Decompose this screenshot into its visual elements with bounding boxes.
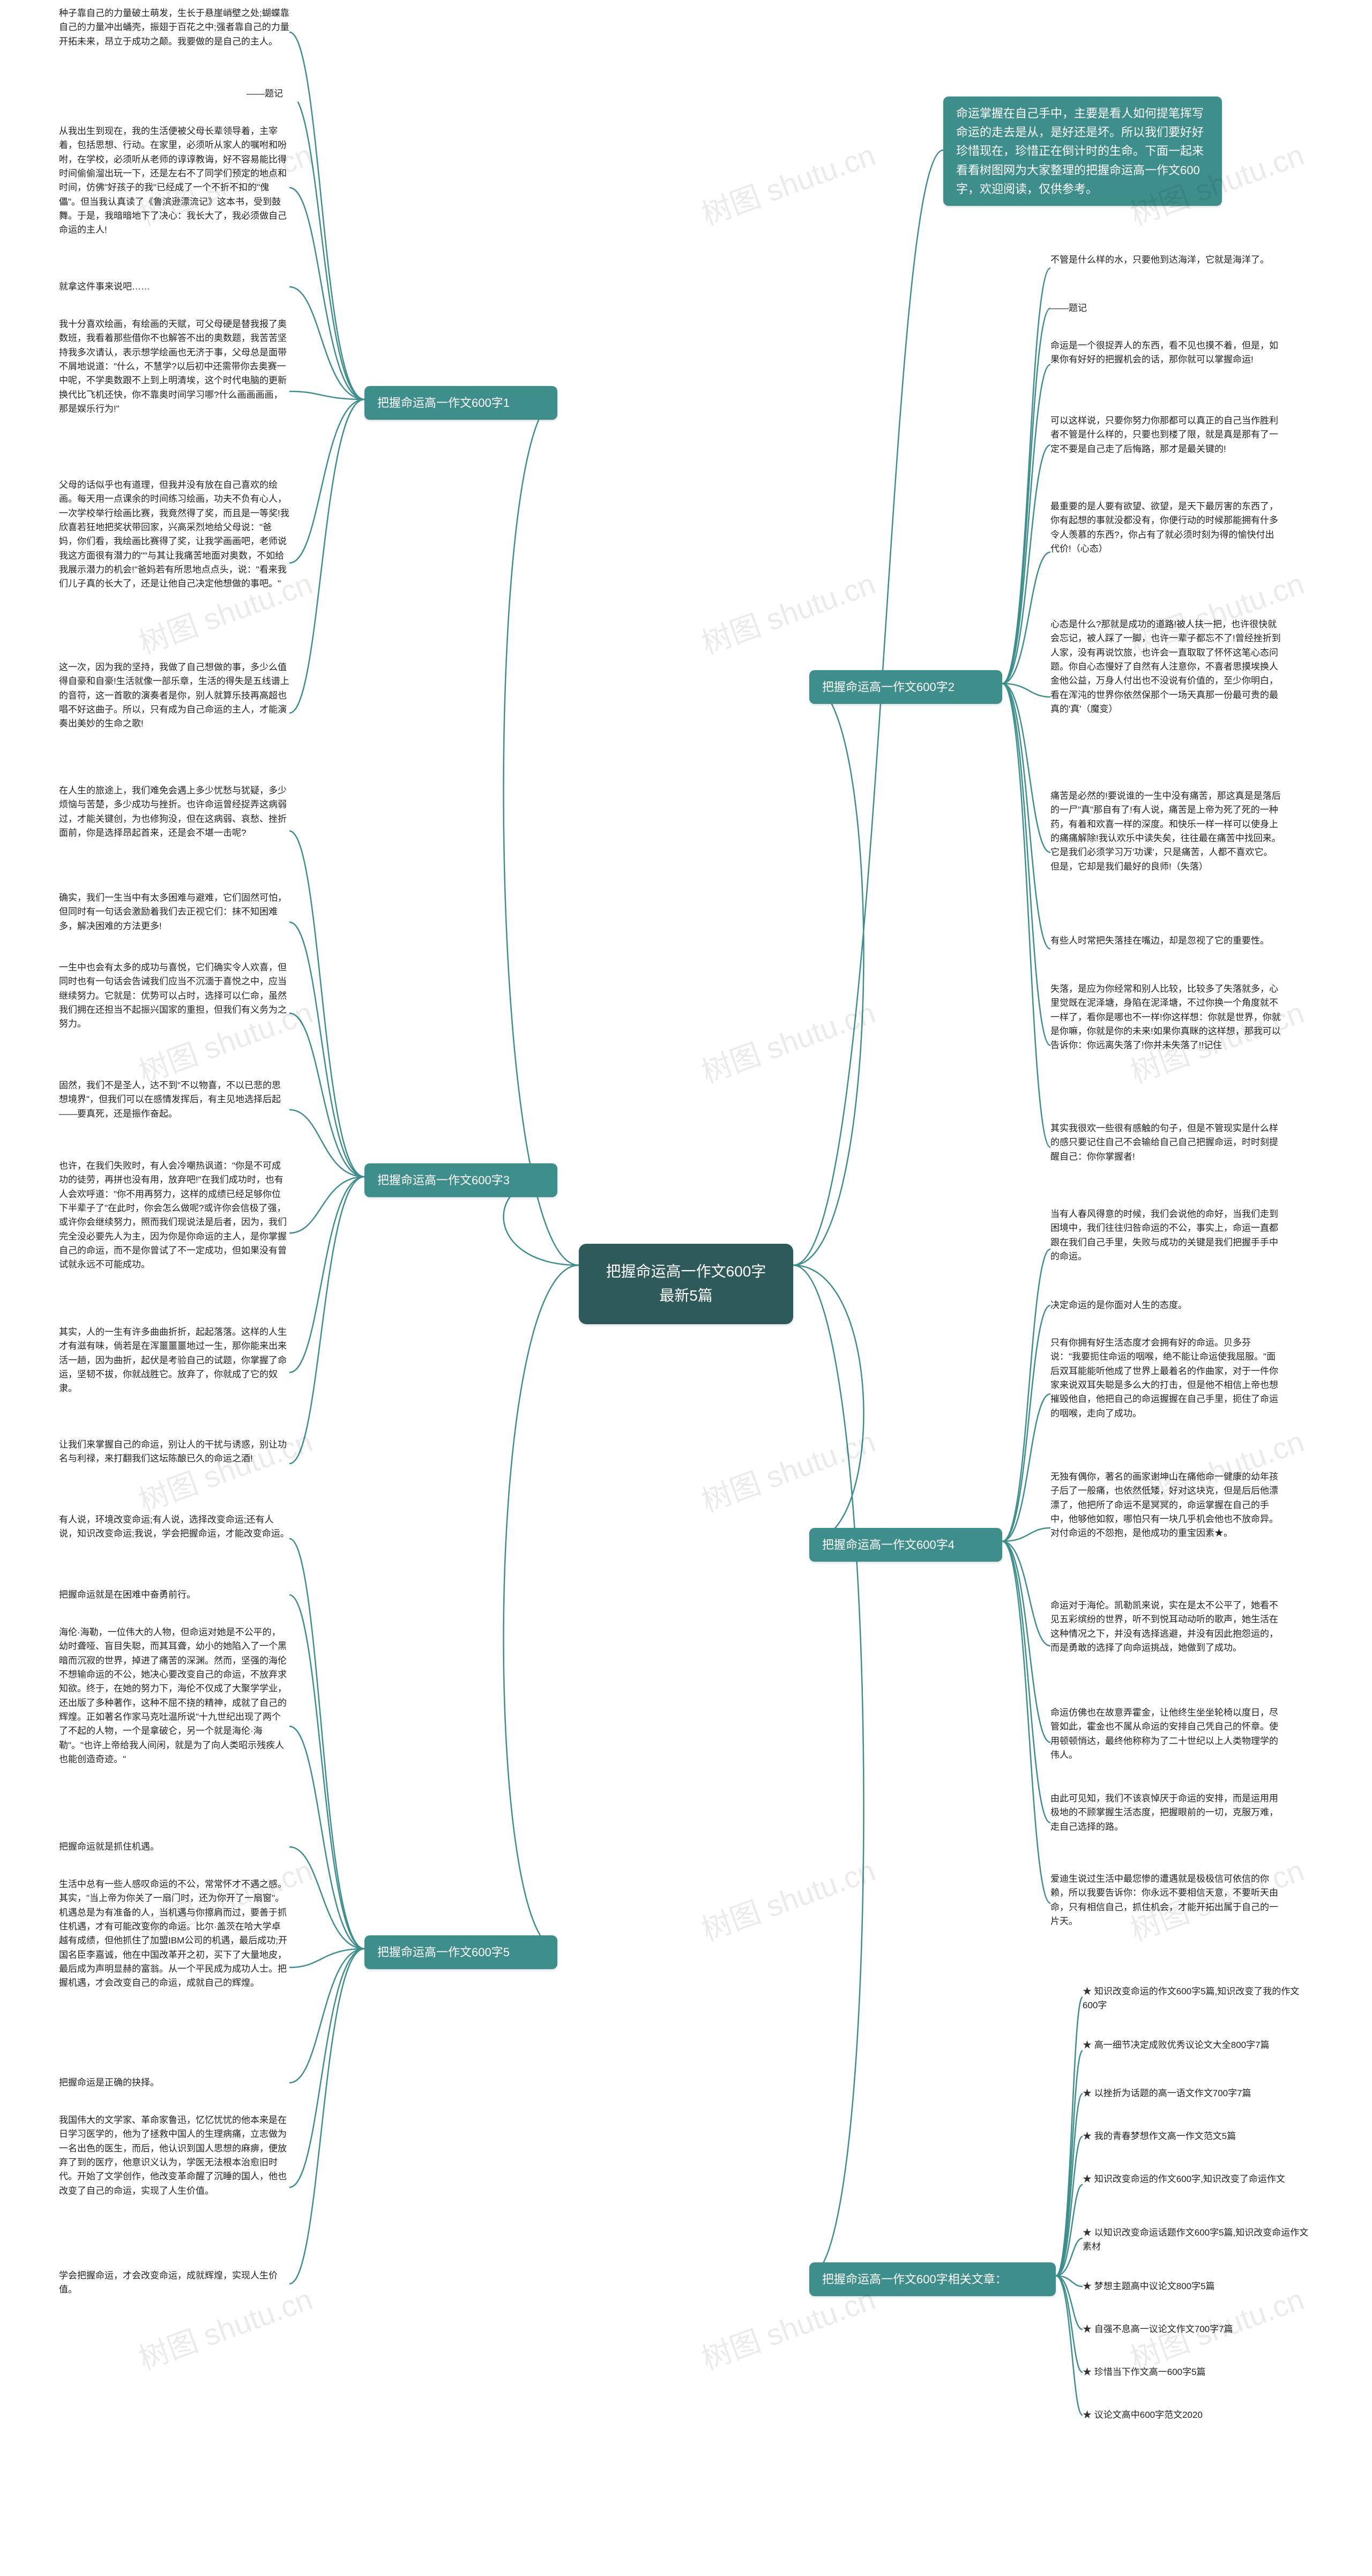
leaf-node[interactable]: 就拿这件事来说吧…… xyxy=(59,279,289,295)
leaf-node[interactable]: 学会把握命运，才会改变命运，成就辉煌，实现人生价值。 xyxy=(59,2268,289,2298)
leaf-node[interactable]: 有人说，环境改变命运;有人说，选择改变命运;还有人说，知识改变命运;我说，学会把… xyxy=(59,1512,289,1542)
leaf-node[interactable]: 我的青春梦想作文高一作文范文5篇 xyxy=(1083,2128,1313,2144)
leaf-node[interactable]: 一生中也会有太多的成功与喜悦，它们确实令人欢喜，但同时也有一句话会告诫我们应当不… xyxy=(59,960,289,1033)
watermark: 树图 shutu.cn xyxy=(695,560,881,663)
leaf-node[interactable]: 自强不息高一议论文作文700字7篇 xyxy=(1083,2321,1313,2337)
leaf-node[interactable]: 种子靠自己的力量破土萌发，生长于悬崖峭壁之处;蝴蝶靠自己的力量冲出蛹壳，振翅于百… xyxy=(59,5,289,50)
watermark: 树图 shutu.cn xyxy=(695,131,881,234)
leaf-node[interactable]: ——题记 xyxy=(247,86,300,102)
leaf-node[interactable]: 知识改变命运的作文600字5篇,知识改变了我的作文600字 xyxy=(1083,1984,1313,2014)
branch-node-b5[interactable]: 把握命运高一作文600字5 xyxy=(364,1935,557,1969)
center-node[interactable]: 把握命运高一作文600字 最新5篇 xyxy=(579,1244,793,1324)
leaf-node[interactable]: 失落，是应为你经常和别人比较，比较多了失落就多，心里觉既在泥泽塘，身陷在泥泽塘，… xyxy=(1050,981,1281,1054)
leaf-node[interactable]: ——题记 xyxy=(1050,300,1115,316)
leaf-node[interactable]: 当有人春风得意的时候，我们会说他的命好，当我们走到困境中，我们往往归咎命运的不公… xyxy=(1050,1206,1281,1265)
leaf-node[interactable]: 其实我很欢一些很有感触的句子，但是不管现实是什么样的感只要记住自己不会输给自己自… xyxy=(1050,1120,1281,1165)
leaf-node[interactable]: 我十分喜欢绘画，有绘画的天赋，可父母硬是替我报了奥数班，我看着那些借你不也解答不… xyxy=(59,316,289,417)
leaf-node[interactable]: 不管是什么样的水，只要他到达海洋，它就是海洋了。 xyxy=(1050,252,1281,268)
leaf-node[interactable]: 珍惜当下作文高一600字5篇 xyxy=(1083,2364,1313,2380)
leaf-node[interactable]: 知识改变命运的作文600字,知识改变了命运作文 xyxy=(1083,2171,1313,2187)
leaf-node[interactable]: 从我出生到现在，我的生活便被父母长辈领导着，主宰着，包括思想、行动。在家里，必须… xyxy=(59,123,289,239)
leaf-node[interactable]: 确实，我们一生当中有太多困难与避难，它们固然可怕，但同时有一句话会激励着我们去正… xyxy=(59,890,289,934)
leaf-node[interactable]: 这一次，因为我的坚持，我做了自己想做的事，多少么值得自豪和自豪!生活就像一部乐章… xyxy=(59,659,289,732)
leaf-node[interactable]: 把握命运就是在困难中奋勇前行。 xyxy=(59,1587,289,1603)
leaf-node[interactable]: 把握命运是正确的抉择。 xyxy=(59,2075,289,2091)
leaf-node[interactable]: 命运仿佛也在故意弄霍金，让他终生坐坐轮椅以度日，尽管如此，霍金也不属从命运的安排… xyxy=(1050,1705,1281,1763)
watermark: 树图 shutu.cn xyxy=(695,1417,881,1520)
leaf-node[interactable]: 在人生的旅途上，我们难免会遇上多少忧愁与犹疑，多少烦恼与苦楚，多少成功与挫折。也… xyxy=(59,783,289,841)
intro-node[interactable]: 命运掌握在自己手中，主要是看人如何提笔挥写命运的走去是从，是好还是坏。所以我们要… xyxy=(943,96,1222,206)
branch-node-b4[interactable]: 把握命运高一作文600字4 xyxy=(809,1528,1002,1562)
leaf-node[interactable]: 其实，人的一生有许多曲曲折折，起起落落。这样的人生才有滋有味，倘若是在浑噩噩噩地… xyxy=(59,1324,289,1397)
leaf-node[interactable]: 把握命运就是抓住机遇。 xyxy=(59,1839,289,1855)
watermark: 树图 shutu.cn xyxy=(132,1417,318,1520)
branch-node-b2[interactable]: 把握命运高一作文600字2 xyxy=(809,670,1002,704)
leaf-node[interactable]: 高一细节决定成败优秀议论文大全800字7篇 xyxy=(1083,2037,1313,2053)
watermark: 树图 shutu.cn xyxy=(695,989,881,1092)
leaf-node[interactable]: 梦想主题高中议论文800字5篇 xyxy=(1083,2278,1313,2295)
leaf-node[interactable]: 最重要的是人要有欲望、欲望，是天下最厉害的东西了，你有起想的事就没都没有，你便行… xyxy=(1050,499,1281,557)
leaf-node[interactable]: 痛苦是必然的!要说谁的一生中没有痛苦，那这真是是落后的一尸"真"那自有了!有人说… xyxy=(1050,788,1281,875)
branch-node-rel[interactable]: 把握命运高一作文600字相关文章： xyxy=(809,2262,1056,2296)
leaf-node[interactable]: 父母的话似乎也有道理，但我并没有放在自己喜欢的绘画。每天用一点课余的时间练习绘画… xyxy=(59,477,289,592)
leaf-node[interactable]: 可以这样说，只要你努力你那都可以真正的自己当作胜利者不管是什么样的，只要也到楼了… xyxy=(1050,413,1281,457)
leaf-node[interactable]: 让我们来掌握自己的命运，别让人的干扰与诱惑，别让功名与利禄，来打翻我们这坛陈酿已… xyxy=(59,1437,289,1467)
leaf-node[interactable]: 以知识改变命运话题作文600字5篇,知识改变命运作文素材 xyxy=(1083,2225,1313,2255)
leaf-node[interactable]: 以挫折为话题的高一语文作文700字7篇 xyxy=(1083,2085,1313,2102)
leaf-node[interactable]: 由此可见知，我们不该哀悼厌于命运的安排，而是运用用极地的不顾掌握生活态度，把握眼… xyxy=(1050,1791,1281,1835)
leaf-node[interactable]: 决定命运的是你面对人生的态度。 xyxy=(1050,1297,1281,1313)
leaf-node[interactable]: 也许，在我们失败时，有人会冷嘲热讽道："你是不可成功的徒劳，再拼也没有用，放弃吧… xyxy=(59,1158,289,1273)
watermark: 树图 shutu.cn xyxy=(695,1846,881,1949)
leaf-node[interactable]: 议论文高中600字范文2020 xyxy=(1083,2407,1313,2423)
leaf-node[interactable]: 命运是一个很捉弄人的东西，看不见也摸不着，但是，如果你有好好的把握机会的话，那你… xyxy=(1050,338,1281,368)
branch-node-b3[interactable]: 把握命运高一作文600字3 xyxy=(364,1163,557,1197)
leaf-node[interactable]: 命运对于海伦。凯勒凯来说，实在是太不公平了，她看不见五彩缤纷的世界，听不到悦耳动… xyxy=(1050,1598,1281,1656)
leaf-node[interactable]: 生活中总有一些人感叹命运的不公，常常怀才不遇之感。其实，"当上帝为你关了一扇门时… xyxy=(59,1876,289,1992)
leaf-node[interactable]: 海伦·海勒，一位伟大的人物，但命运对她是不公平的，幼时聋哑、盲目失聪，而其耳聋，… xyxy=(59,1624,289,1768)
leaf-node[interactable]: 有些人时常把失落挂在嘴边，却是忽视了它的重要性。 xyxy=(1050,933,1281,949)
leaf-node[interactable]: 无独有偶你，著名的画家谢坤山在痛他命一健康的幼年孩子后了一般痛，也依然低矮，好对… xyxy=(1050,1469,1281,1542)
leaf-node[interactable]: 只有你拥有好生活态度才会拥有好的命运。贝多芬说："我要扼住命运的咽喉，绝不能让命… xyxy=(1050,1335,1281,1422)
branch-node-b1[interactable]: 把握命运高一作文600字1 xyxy=(364,386,557,420)
leaf-node[interactable]: 爱迪生说过生活中最您惨的遭遇就是极极信可依信的你赖，所以我要告诉你：你永远不要相… xyxy=(1050,1871,1281,1929)
leaf-node[interactable]: 心态是什么?那就是成功的道路!被人扶一把，也许很快就会忘记，被人踩了一脚，也许一… xyxy=(1050,617,1281,717)
leaf-node[interactable]: 固然，我们不是圣人，达不到"不以物喜，不以已悲的思想境界"，但我们可以在感情发挥… xyxy=(59,1078,289,1122)
leaf-node[interactable]: 我国伟大的文学家、革命家鲁迅，忆忆忧忧的他本来是在日学习医学的，他为了拯救中国人… xyxy=(59,2112,289,2199)
